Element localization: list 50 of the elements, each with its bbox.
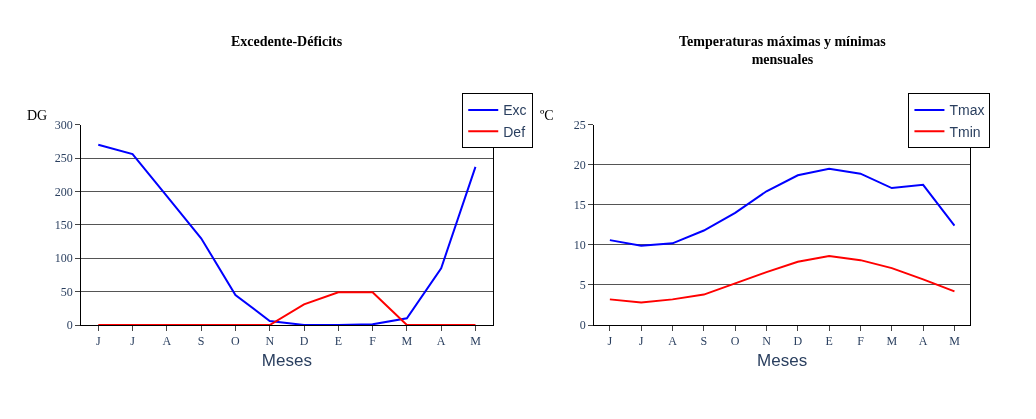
y-tick-label: 15 [573,198,586,213]
x-tick-label: S [700,334,708,349]
legend-label: Exc [503,102,527,119]
x-tick-label: N [265,334,275,349]
y-tick-label: 25 [573,118,586,132]
x-tick-label: M [401,334,413,349]
y-tick-label: 10 [573,238,586,253]
x-tick-label: N [762,334,772,349]
chart-title: Excedente-Déficits [231,34,343,49]
y-tick-label: 0 [579,318,586,333]
x-tick-label: J [607,334,613,349]
x-tick-label: A [668,334,678,349]
y-tick-label: 5 [579,278,586,293]
x-tick-label: F [857,334,865,349]
line-series [608,255,956,304]
x-tick-label: J [130,334,136,349]
x-tick-label: E [334,334,342,349]
x-tick-label: D [793,334,803,349]
y-tick-label: 300 [54,118,73,132]
y-tick-label: 200 [54,184,73,199]
x-tick-label: M [886,334,898,349]
x-tick-label: E [825,334,833,349]
y-tick-label: 100 [54,251,73,266]
x-tick-label: S [197,334,205,349]
x-tick-label: A [918,334,928,349]
x-axis-title: Meses [757,350,808,370]
x-axis-title: Meses [261,350,312,370]
x-tick-label: O [730,334,740,349]
y-tick-label: 150 [54,218,73,233]
line-series [97,143,477,325]
x-tick-label: O [231,334,241,349]
x-tick-label: A [162,334,172,349]
y-tick-label: 20 [573,158,586,173]
x-tick-label: F [369,334,377,349]
x-tick-label: M [949,334,961,349]
legend-label: Def [503,123,526,140]
legend-label: Tmin [949,123,981,140]
y-axis-title: DG [27,108,48,123]
y-tick-label: 0 [66,318,73,333]
legend-label: Tmax [949,102,985,119]
x-tick-label: A [436,334,446,349]
x-tick-label: M [470,334,482,349]
x-tick-label: D [299,334,309,349]
y-tick-label: 250 [54,151,73,166]
chart-title: Temperaturas máximas y mínimas mensuales [679,34,887,68]
x-tick-label: J [638,334,644,349]
line-series [608,167,956,247]
y-tick-label: 50 [60,284,73,299]
y-axis-title: ºC [540,108,554,123]
x-tick-label: J [95,334,101,349]
